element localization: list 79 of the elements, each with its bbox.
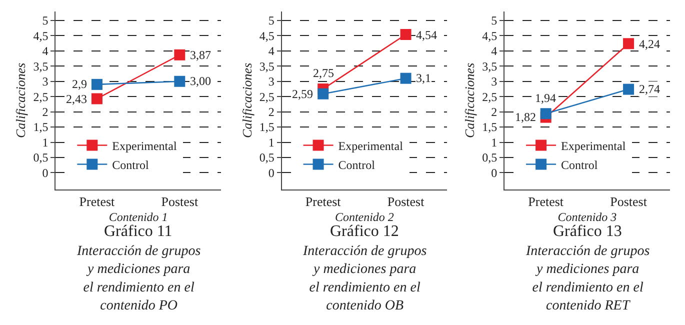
- legend-label: Experimental: [338, 138, 404, 153]
- data-label: 2,75: [313, 66, 334, 80]
- text: Interacción de grupos y mediciones para el rendimiento en el contenido OB: [302, 244, 428, 314]
- data-label: 1,94: [535, 91, 556, 105]
- text: Gráfico 13: [553, 223, 622, 240]
- y-tick-label: 4: [268, 44, 274, 58]
- y-tick-label: 4,5: [482, 28, 498, 43]
- x-tick-label: Postest: [387, 194, 425, 210]
- y-tick-label: 1: [491, 135, 498, 150]
- point: [91, 93, 102, 104]
- text: Interacción de grupos y mediciones para el rendimiento en el contenido RET: [525, 244, 650, 314]
- data-label: 2,9: [72, 77, 87, 91]
- data-label: 2,43: [66, 92, 87, 106]
- y-tick-label: 3: [42, 74, 48, 89]
- x-axis-title: Contenido 1: [108, 210, 168, 224]
- y-tick-label: 5: [268, 14, 274, 28]
- point: [174, 49, 186, 60]
- data-label: 3,00: [190, 74, 211, 88]
- legend-label: Control: [112, 158, 150, 172]
- x-tick-label: Pretest: [79, 194, 116, 210]
- y-tick-label: 1,5: [259, 120, 274, 134]
- legend-label: Experimental: [561, 138, 626, 153]
- y-tick-label: 2,5: [33, 90, 48, 104]
- y-tick-label: 0,5: [259, 150, 274, 165]
- y-tick-label: 2,5: [482, 90, 498, 104]
- y-tick-label: 4: [491, 44, 498, 58]
- point: [623, 84, 634, 95]
- y-tick-label: 0,5: [482, 150, 498, 165]
- y-tick-label: 5: [491, 14, 498, 28]
- point: [400, 29, 412, 40]
- text: Gráfico 12: [330, 223, 399, 240]
- y-tick-label: 2: [268, 105, 274, 120]
- y-tick-label: 0: [491, 166, 498, 180]
- y-tick-label: 1: [268, 135, 274, 150]
- data-label: 2,59: [292, 87, 313, 101]
- y-tick-label: 3: [268, 74, 274, 89]
- y-tick-label: 4: [42, 44, 48, 58]
- y-axis-title: Calificaciones: [13, 62, 28, 138]
- x-axis-title: Contenido 3: [558, 210, 617, 224]
- x-tick-label: Postest: [161, 194, 198, 210]
- y-tick-label: 2,5: [259, 90, 274, 104]
- y-tick-label: 3,5: [33, 59, 48, 74]
- legend-label: Control: [561, 158, 598, 172]
- data-label: 4,24: [639, 37, 660, 51]
- point: [91, 78, 102, 90]
- legend-label: Control: [338, 158, 376, 172]
- y-tick-label: 2: [42, 105, 48, 120]
- y-tick-label: 3,5: [259, 59, 274, 74]
- y-tick-label: 1,5: [482, 120, 498, 134]
- point: [174, 76, 186, 87]
- y-tick-label: 5: [42, 14, 48, 28]
- point: [623, 38, 634, 50]
- text: Gráfico 11: [104, 223, 172, 240]
- point: [318, 88, 329, 100]
- data-label: 3,1: [416, 71, 431, 85]
- text: Interacción de grupos y mediciones para el rendimiento en el contenido PO: [76, 244, 202, 314]
- x-tick-label: Pretest: [528, 194, 564, 210]
- x-axis-title: Contenido 2: [334, 210, 394, 224]
- point: [400, 72, 412, 84]
- legend-label: Experimental: [112, 138, 178, 153]
- y-axis-title: Calificaciones: [462, 62, 478, 138]
- y-tick-label: 1,5: [33, 120, 48, 134]
- data-label: 3,87: [190, 48, 211, 62]
- data-label: 1,82: [515, 110, 536, 124]
- y-tick-label: 1: [42, 135, 48, 150]
- y-tick-label: 3,5: [482, 59, 498, 74]
- y-tick-label: 0: [42, 166, 48, 180]
- y-tick-label: 0: [268, 166, 274, 180]
- point: [540, 108, 552, 120]
- y-tick-label: 3: [491, 74, 498, 89]
- data-label: 4,54: [416, 28, 437, 42]
- x-tick-label: Postest: [610, 194, 648, 210]
- x-tick-label: Pretest: [305, 194, 342, 210]
- y-tick-label: 2: [491, 105, 498, 120]
- y-axis-title: Calificaciones: [239, 62, 254, 138]
- data-label: 2,74: [639, 82, 660, 96]
- y-tick-label: 4,5: [259, 28, 274, 43]
- y-tick-label: 0,5: [33, 150, 48, 165]
- y-tick-label: 4,5: [33, 28, 48, 43]
